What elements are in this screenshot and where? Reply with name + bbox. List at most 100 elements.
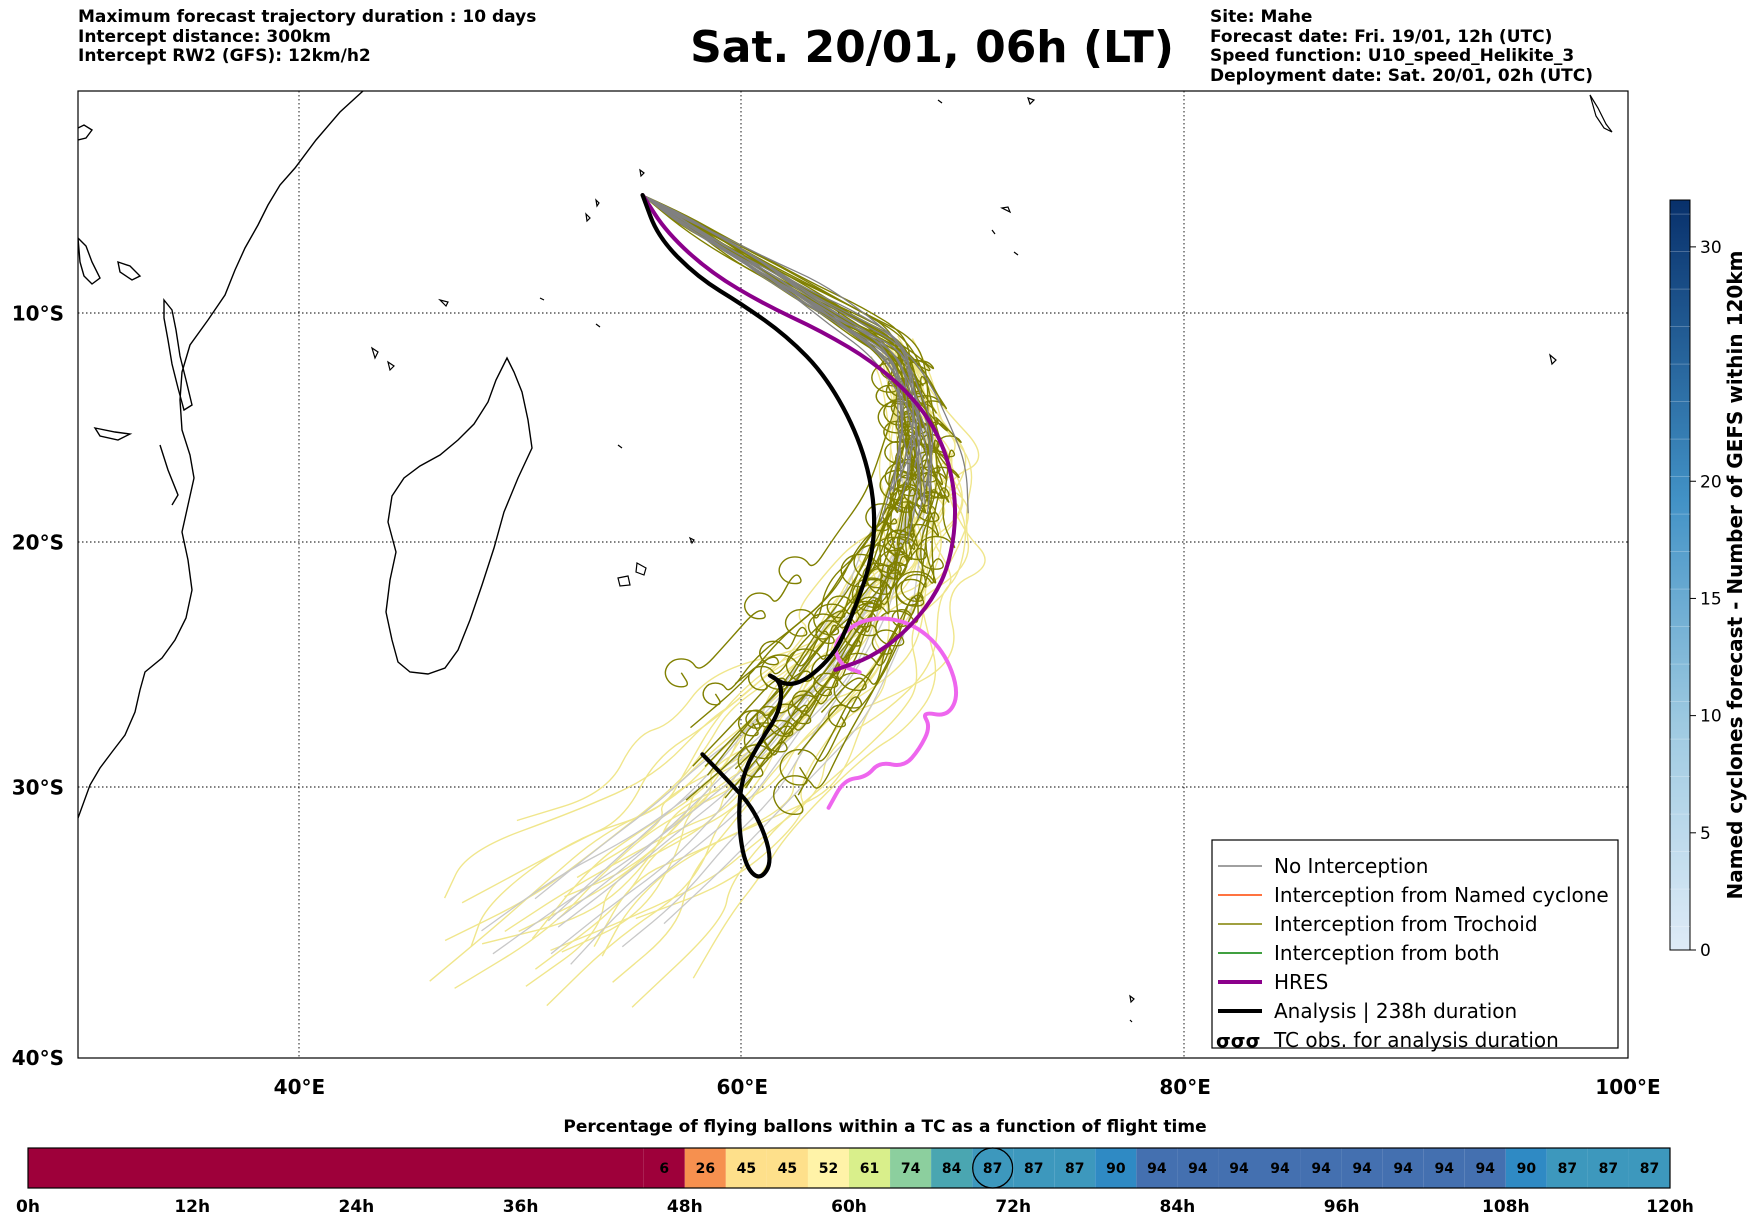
trajectory-line — [642, 194, 902, 482]
heatmap-cell — [1505, 1148, 1547, 1188]
coastline-africa — [78, 91, 364, 819]
heatmap-tick-label: 24h — [339, 1197, 375, 1217]
island-w-1 — [438, 297, 601, 328]
hres-line — [640, 193, 958, 672]
header-left-line: Maximum forecast trajectory duration : 1… — [78, 7, 537, 27]
heatmap-tick-label: 120h — [1646, 1197, 1694, 1217]
trajectory-line — [642, 194, 949, 672]
heatmap-value: 94 — [1270, 1161, 1290, 1177]
header-left-info: Maximum forecast trajectory duration : 1… — [78, 7, 537, 67]
lake-victoria — [78, 237, 101, 285]
heatmap-value: 87 — [983, 1161, 1002, 1177]
heatmap-cell — [1177, 1148, 1219, 1188]
header-right-line: Speed function: U10_speed_Helikite_3 — [1210, 46, 1575, 66]
heatmap-cell — [1013, 1148, 1055, 1188]
y-tick-label: 20°S — [12, 531, 64, 555]
trajectory-line — [642, 194, 903, 523]
heatmap-tick-label: 84h — [1160, 1197, 1196, 1217]
heatmap-value: 6 — [659, 1161, 669, 1177]
heatmap-cell — [807, 1148, 849, 1188]
heatmap-tick-label: 60h — [831, 1197, 867, 1217]
trajectory-line — [642, 194, 933, 767]
colorbar-ticks: 0 5 10 15 20 30 — [1670, 213, 1722, 961]
heatmap-cell — [1546, 1148, 1588, 1188]
colorbar-tick-label: 5 — [1700, 824, 1711, 844]
x-tick-label: 80°E — [1159, 1075, 1211, 1099]
flight-time-heatmap: Percentage of flying ballons within a TC… — [16, 1117, 1694, 1217]
heatmap-cell — [849, 1148, 891, 1188]
island-seychelles — [585, 168, 645, 223]
trajectories-no-interception — [642, 194, 969, 545]
heatmap-tick-label: 0h — [16, 1197, 40, 1217]
heatmap-value: 90 — [1106, 1161, 1126, 1177]
heatmap-cell — [725, 1148, 767, 1188]
coastline-east-africa — [78, 91, 364, 819]
trajectory-line — [642, 194, 969, 514]
header-right-line: Site: Mahe — [1210, 7, 1313, 27]
legend-label: Analysis | 238h duration — [1274, 999, 1517, 1023]
heatmap-value: 45 — [737, 1161, 756, 1177]
heatmap-frame — [27, 1147, 1671, 1189]
colorbar-tick-label: 10 — [1700, 707, 1722, 727]
heatmap-cell — [766, 1148, 808, 1188]
track-hres — [640, 193, 958, 672]
heatmap-x-ticks: 0h 12h 24h 36h 48h 60h 72h 84h 96h 108h 120h — [16, 1197, 1694, 1217]
heatmap-cell — [1136, 1148, 1178, 1188]
madagascar-outline — [385, 356, 533, 675]
islands — [370, 94, 1613, 1023]
coastline-madagascar — [385, 356, 533, 675]
heatmap-cell — [972, 1148, 1014, 1188]
heatmap-value: 26 — [696, 1161, 715, 1177]
page-title: Sat. 20/01, 06h (LT) — [690, 22, 1174, 73]
trajectory-line — [642, 194, 924, 796]
heatmap-value: 87 — [1640, 1161, 1659, 1177]
legend-label: TC obs. for analysis duration — [1273, 1028, 1559, 1052]
heatmap-value: 52 — [819, 1161, 838, 1177]
trajectory-line — [642, 194, 931, 493]
legend-label: Interception from Named cyclone — [1274, 883, 1609, 907]
heatmap-cell — [931, 1148, 973, 1188]
legend-label: No Interception — [1274, 854, 1428, 878]
heatmap-value: 94 — [1434, 1161, 1454, 1177]
colorbar-tick-label: 0 — [1700, 941, 1711, 961]
coastline-horn — [78, 124, 94, 141]
island-ne-1 — [1589, 94, 1613, 133]
heatmap-value: 94 — [1229, 1161, 1249, 1177]
heatmap-value: 61 — [860, 1161, 879, 1177]
heatmap-cell — [1054, 1148, 1096, 1188]
tc-observation-line — [826, 616, 959, 810]
heatmap-value: 94 — [1393, 1161, 1413, 1177]
header-right-line: Forecast date: Fri. 19/01, 12h (UTC) — [1210, 26, 1553, 47]
header-right-line: Deployment date: Sat. 20/01, 02h (UTC) — [1210, 65, 1594, 86]
heatmap-tick-label: 12h — [174, 1197, 210, 1217]
colorbar-label: Named cyclones forecast - Number of GEFS… — [1723, 251, 1747, 900]
header-left-line: Intercept RW2 (GFS): 12km/h2 — [78, 46, 371, 66]
island-mauritius — [635, 562, 647, 576]
legend-symbol: σσσ — [1216, 1030, 1260, 1052]
heatmap-cell — [684, 1148, 726, 1188]
legend-box — [1211, 839, 1619, 1049]
analysis-line — [640, 193, 877, 879]
island-cocos — [1549, 353, 1557, 366]
trajectory-line — [642, 194, 924, 760]
heatmap-value: 94 — [1476, 1161, 1496, 1177]
heatmap-cell — [1218, 1148, 1260, 1188]
island-w-2 — [617, 444, 623, 449]
trajectory-line — [642, 194, 948, 816]
y-tick-label: 40°S — [12, 1046, 64, 1070]
lake-kariba — [93, 426, 133, 441]
header-left-line: Intercept distance: 300km — [78, 26, 331, 47]
heatmap-cell-empty — [28, 1148, 644, 1188]
heatmap-tick-label: 72h — [995, 1197, 1031, 1217]
legend: No Interception Interception from Named c… — [1211, 839, 1619, 1052]
heatmap-cells: 6 26 45 45 52 61 74 84 87 87 87 90 94 94 94 94 94 94 94 94 9… — [28, 1147, 1670, 1189]
x-tick-label: 60°E — [717, 1075, 769, 1099]
heatmap-value: 87 — [1599, 1161, 1618, 1177]
heatmap-cell — [1587, 1148, 1629, 1188]
heatmap-cell — [1464, 1148, 1506, 1188]
heatmap-value: 45 — [778, 1161, 797, 1177]
x-tick-label: 40°E — [274, 1075, 326, 1099]
island-rodrigues — [688, 536, 695, 545]
colorbar-gradient — [1669, 199, 1691, 951]
